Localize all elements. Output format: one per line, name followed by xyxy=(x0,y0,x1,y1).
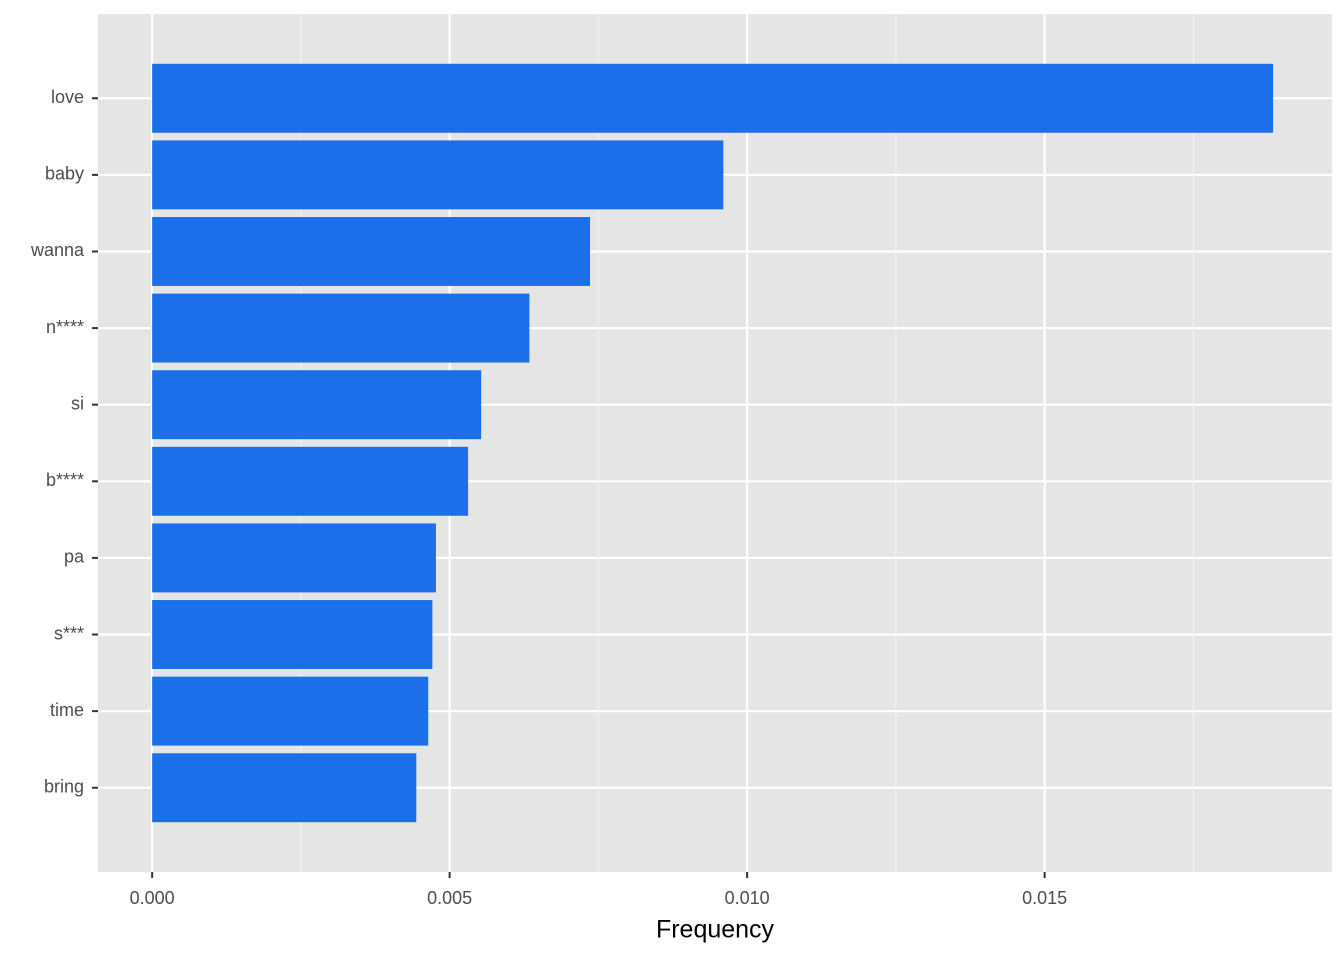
y-tick-label: b**** xyxy=(46,470,84,490)
bar xyxy=(152,600,433,669)
x-tick-label: 0.005 xyxy=(427,888,472,908)
bar xyxy=(152,676,429,746)
x-tick-label: 0.010 xyxy=(725,888,770,908)
y-tick-label: si xyxy=(71,393,84,413)
y-tick-label: wanna xyxy=(30,240,85,260)
bar xyxy=(152,753,417,823)
bar xyxy=(152,370,482,440)
y-tick-label: n**** xyxy=(46,317,84,337)
bar xyxy=(152,523,436,593)
bar xyxy=(152,446,469,516)
y-tick-label: time xyxy=(50,700,84,720)
y-tick-label: baby xyxy=(45,164,84,184)
bar xyxy=(152,217,591,286)
bar xyxy=(152,63,1274,133)
bar xyxy=(152,293,530,363)
x-tick-label: 0.000 xyxy=(130,888,175,908)
y-tick-label: love xyxy=(51,87,84,107)
bar xyxy=(152,140,724,210)
y-tick-label: s*** xyxy=(54,623,84,643)
x-axis-title: Frequency xyxy=(656,916,775,944)
y-tick-label: bring xyxy=(44,776,84,796)
y-tick-label: pa xyxy=(64,547,85,567)
x-tick-label: 0.015 xyxy=(1022,888,1067,908)
